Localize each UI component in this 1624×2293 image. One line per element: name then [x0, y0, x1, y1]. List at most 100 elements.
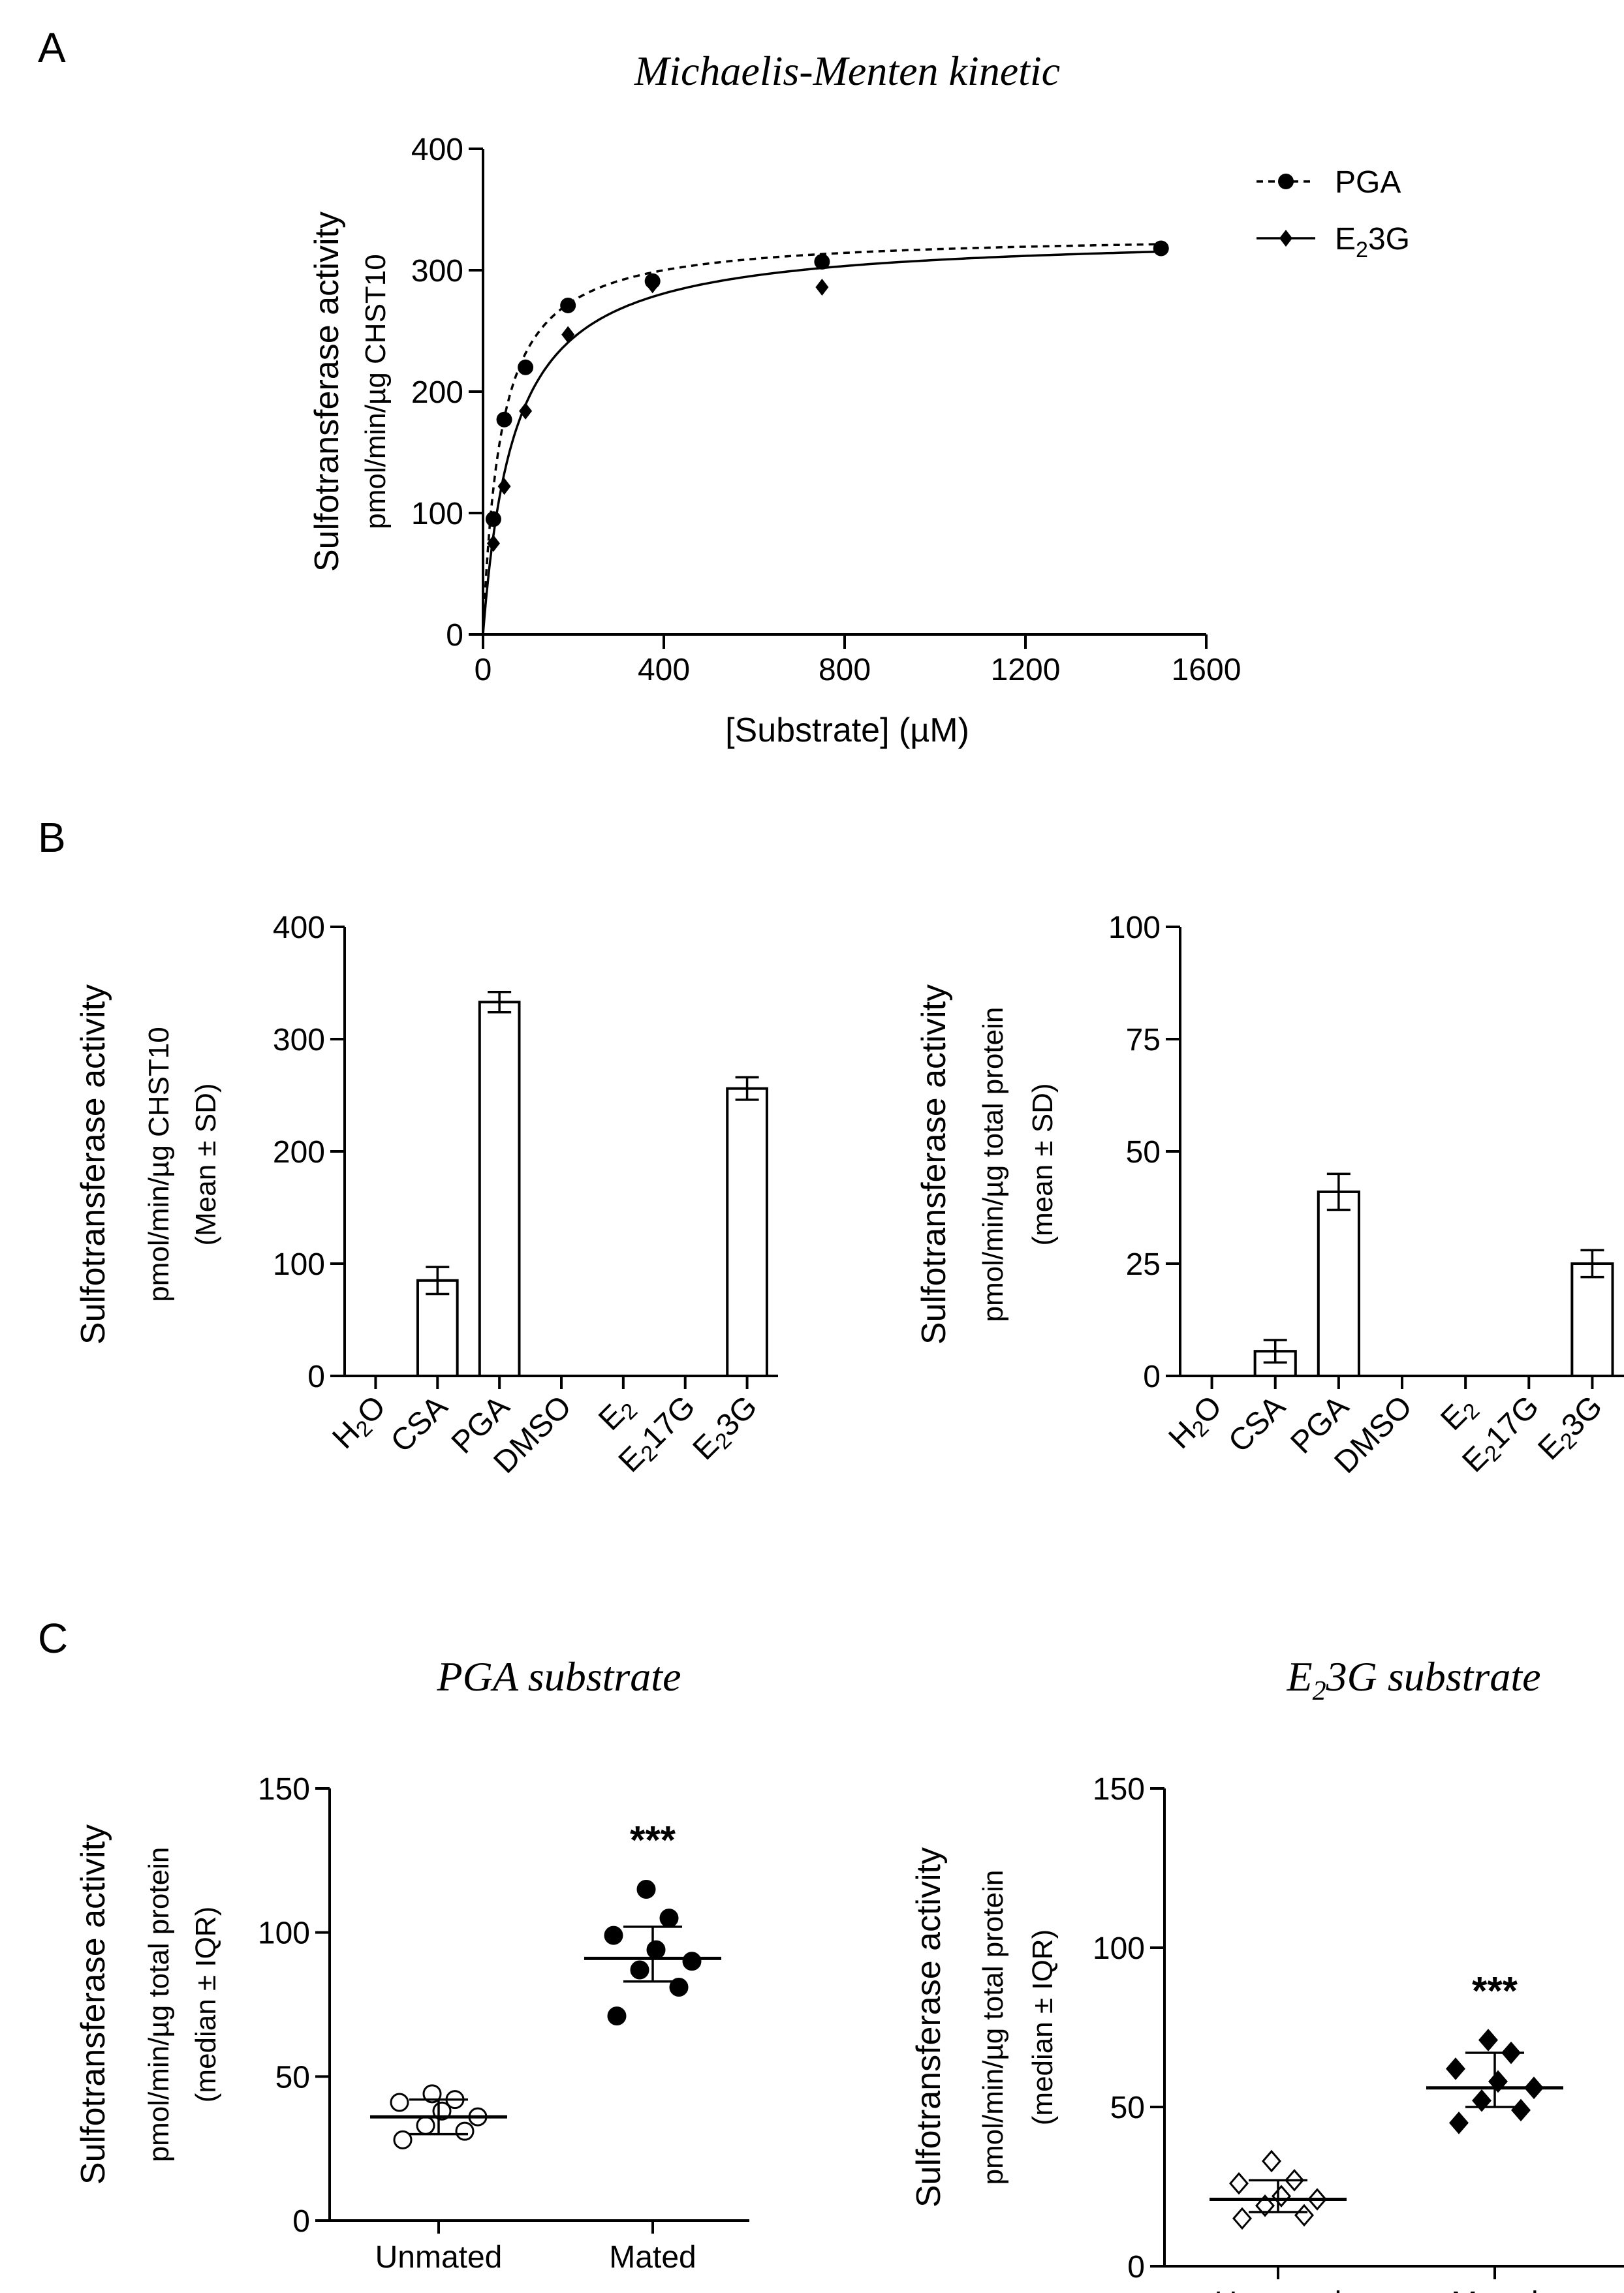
y-tick-label: 150 — [258, 1772, 310, 1807]
data-point-pga — [1153, 240, 1169, 257]
data-point-pga — [496, 411, 512, 428]
chart-title-main: E — [1287, 1653, 1313, 1700]
chart-b-left: 0 100 200 300 400 Sulfotransferase activity pm… — [74, 911, 778, 1480]
y-tick-label: 150 — [1093, 1772, 1145, 1807]
data-point-pga — [814, 253, 830, 270]
chart-title: Michaelis-Menten kinetic — [634, 48, 1060, 94]
y-tick-label: 0 — [292, 2204, 310, 2239]
x-tick-label: CSA — [384, 1389, 454, 1459]
y-axis-sublabel-2: (Mean ± SD) — [190, 1083, 222, 1245]
y-axis-sublabel: pmol/min/µg total protein — [977, 1870, 1009, 2185]
bar — [478, 1001, 521, 1377]
bar — [1317, 1190, 1360, 1378]
y-tick-label: 100 — [411, 497, 463, 531]
data-point-e23g — [561, 326, 575, 343]
x-tick-label: E23G — [687, 1389, 766, 1469]
chart-title-sub: 2 — [1313, 1676, 1326, 1706]
y-axis-sublabel-2: (mean ± SD) — [1027, 1083, 1059, 1245]
data-point — [1294, 2204, 1314, 2227]
legend-marker-pga — [1278, 174, 1294, 189]
x-tick-label: H2O — [326, 1389, 394, 1458]
chart-title-tail: 3G substrate — [1326, 1653, 1541, 1700]
y-tick-label: 0 — [307, 1360, 325, 1394]
y-tick-label: 100 — [1108, 911, 1161, 945]
data-point — [636, 1879, 656, 1899]
data-point — [1472, 2089, 1491, 2112]
data-point — [1272, 2185, 1291, 2207]
data-point — [1478, 2029, 1498, 2051]
y-axis-sublabel: pmol/min/µg total protein — [977, 1007, 1009, 1322]
bar — [416, 1279, 459, 1378]
data-point — [1229, 2172, 1249, 2195]
y-tick-label: 0 — [1143, 1360, 1161, 1394]
legend-label-main: E — [1335, 222, 1356, 257]
data-point — [604, 1926, 623, 1945]
y-axis-sublabel-2: (median ± IQR) — [190, 1907, 222, 2102]
y-axis-sublabel-2: (median ± IQR) — [1027, 1929, 1059, 2125]
data-point — [1232, 2207, 1252, 2230]
y-tick-label: 100 — [273, 1247, 325, 1282]
x-tick-label: Mated — [1451, 2286, 1538, 2293]
y-tick-label: 50 — [275, 2060, 310, 2095]
x-tick-label: E2 — [592, 1389, 642, 1439]
chart-c-right: 0 50 100 150 Sulfotransferase activity pmol/m… — [910, 1653, 1624, 2293]
x-tick-label: 0 — [475, 653, 492, 687]
y-tick-label: 75 — [1126, 1023, 1161, 1057]
bar — [726, 1087, 768, 1378]
y-axis-sublabel: pmol/min/µg CHST10 — [143, 1027, 175, 1302]
chart-b-right: 0 25 50 75 100 Sulfotransferase activity pmol/… — [915, 911, 1624, 1480]
data-point — [1262, 2149, 1281, 2173]
x-tick-label: Unmated — [375, 2240, 503, 2275]
data-point — [682, 1952, 702, 1971]
data-point-e23g — [486, 535, 500, 552]
y-tick-label: 300 — [411, 254, 463, 289]
chart-title: PGA substrate — [437, 1653, 681, 1700]
legend-label-tail: 3G — [1368, 222, 1410, 257]
data-point — [659, 1909, 679, 1928]
x-axis-label: [Substrate] (µM) — [725, 711, 969, 749]
y-tick-label: 50 — [1110, 2091, 1145, 2125]
legend-marker-e23g — [1279, 230, 1292, 247]
x-tick-label: 400 — [638, 653, 690, 687]
y-tick-label: 50 — [1126, 1135, 1161, 1170]
data-point-e23g — [497, 478, 511, 495]
data-point-e23g — [646, 276, 659, 294]
data-point — [416, 2115, 435, 2135]
y-tick-label: 200 — [273, 1135, 325, 1170]
x-tick-label: E2 — [1434, 1389, 1484, 1439]
legend-label-pga: PGA — [1335, 165, 1401, 200]
data-point — [1446, 2057, 1465, 2080]
data-point-e23g — [815, 279, 829, 296]
panel-label-c: C — [38, 1615, 68, 1662]
x-tick-label-main: CSA — [1222, 1389, 1292, 1459]
panel-label-a: A — [38, 24, 66, 71]
legend-label-sub: 2 — [1356, 238, 1368, 262]
x-tick-label: Unmated — [1215, 2286, 1342, 2293]
y-axis-label: Sulfotransferase activity — [74, 1824, 112, 2185]
data-point — [390, 2093, 409, 2112]
data-point-pga — [518, 359, 534, 375]
data-point-e23g — [519, 402, 533, 420]
x-tick-label: 1200 — [991, 653, 1061, 687]
y-tick-label: 0 — [446, 618, 463, 653]
data-point — [393, 2130, 413, 2149]
x-tick-label: 1600 — [1172, 653, 1241, 687]
panel-label-b: B — [38, 814, 66, 861]
bar — [1570, 1262, 1614, 1377]
y-tick-label: 400 — [411, 133, 463, 167]
y-tick-label: 25 — [1126, 1247, 1161, 1282]
y-tick-label: 100 — [1093, 1931, 1145, 1966]
chart-title: E23G substrate — [1287, 1653, 1541, 1706]
y-axis-label: Sulfotransferase activity — [74, 984, 112, 1345]
data-point — [1449, 2112, 1469, 2134]
y-axis-sublabel: pmol/min/µg CHST10 — [360, 254, 392, 529]
data-point — [630, 1960, 649, 1980]
y-axis-label: Sulfotransferase activity — [910, 1847, 948, 2207]
x-tick-label: CSA — [1222, 1389, 1292, 1459]
legend-label-e23g: E23G — [1335, 222, 1410, 262]
x-tick-label: E23G — [1531, 1389, 1611, 1469]
data-point-pga — [485, 511, 501, 527]
y-tick-label: 300 — [273, 1023, 325, 1057]
chart-a: 0 100 200 300 400 0 400 800 1200 1600 Michaelis-Me… — [308, 48, 1410, 749]
